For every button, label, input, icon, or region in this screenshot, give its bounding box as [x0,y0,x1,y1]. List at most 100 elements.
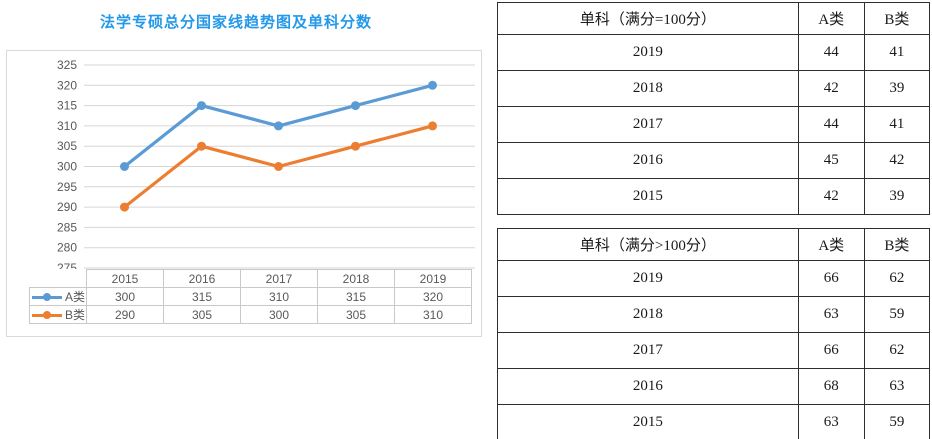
year-header-cell: 2017 [240,269,318,288]
data-point-marker [428,121,437,131]
data-point-marker [120,162,129,171]
y-axis-tick-label: 285 [57,220,77,234]
table-row: 2015 63 59 [497,404,931,439]
chart-table-series-row: B类 290 305 300 305 310 [29,305,472,324]
y-axis-tick-label: 310 [57,119,77,133]
data-point-marker [197,141,206,151]
year-cell: 2016 [497,368,799,405]
y-axis-tick-label: 315 [57,99,77,113]
table-row: 2017 66 62 [497,332,931,369]
chart-title: 法学专硕总分国家线趋势图及单科分数 [99,14,372,31]
series-value-cell: 305 [163,305,241,324]
score-cell-b: 59 [863,296,931,333]
table-row: 2017 44 41 [497,106,931,143]
col-header-b: B类 [863,228,931,261]
legend-key-icon [32,310,62,320]
y-axis-tick-label: 305 [57,139,77,153]
score-cell-a: 44 [797,106,865,143]
legend-label: A类 [65,290,86,304]
data-point-marker [197,101,206,111]
single-subject-table-eq100: 单科（满分=100分） A类 B类 2019 44 41 2018 42 39 2017 44 41 2… [497,2,931,215]
score-table-title-cell: 单科（满分>100分） [497,228,799,261]
data-point-marker [274,121,283,131]
score-table-header-row: 单科（满分>100分） A类 B类 [497,228,931,261]
chart-table-year-row: 2015 2016 2017 2018 2019 [30,269,472,288]
line-chart: 325 320 315 310 305 300 295 290 285 280 275 [57,58,475,269]
year-cell: 2018 [497,296,799,333]
col-header-a: A类 [797,2,865,35]
y-axis-tick-label: 320 [57,78,77,92]
series-value-cell: 310 [394,305,472,324]
table-row: 2016 68 63 [497,368,931,405]
score-table-title-cell: 单科（满分=100分） [497,2,799,35]
data-point-marker [120,202,129,212]
single-subject-table-gt100: 单科（满分>100分） A类 B类 2019 66 62 2018 63 59 2017 66 62 2… [497,228,931,439]
year-cell: 2015 [497,178,799,215]
year-cell: 2015 [497,404,799,439]
data-point-marker [428,80,437,90]
year-cell: 2017 [497,106,799,143]
series-value-cell: 300 [240,305,318,324]
score-cell-a: 44 [797,34,865,71]
data-point-marker [274,162,283,171]
score-cell-b: 63 [863,368,931,405]
series-value-cell: 305 [317,305,395,324]
table-row: 2015 42 39 [497,178,931,215]
legend-cell-A类: A类 [29,287,87,306]
y-axis-tick-label: 295 [57,180,77,194]
score-cell-a: 42 [797,178,865,215]
score-cell-b: 41 [863,34,931,71]
score-cell-b: 41 [863,106,931,143]
series-value-cell: 310 [240,287,318,306]
y-axis-tick-label: 300 [57,160,77,174]
score-cell-a: 63 [797,404,865,439]
series-value-cell: 315 [163,287,241,306]
col-header-a: A类 [797,228,865,261]
legend-key-icon [32,292,62,302]
score-cell-b: 62 [863,260,931,297]
year-header-cell: 2016 [163,269,241,288]
data-point-marker [351,141,360,151]
series-value-cell: 320 [394,287,472,306]
legend-label: B类 [65,308,86,322]
score-cell-a: 42 [797,70,865,107]
data-point-marker [351,101,360,111]
score-cell-a: 66 [797,332,865,369]
score-table-header-row: 单科（满分=100分） A类 B类 [497,2,931,35]
table-row: 2018 42 39 [497,70,931,107]
y-axis-tick-label: 325 [57,58,77,72]
series-value-cell: 290 [86,305,164,324]
score-cell-a: 66 [797,260,865,297]
score-cell-b: 62 [863,332,931,369]
table-row: 2019 44 41 [497,34,931,71]
year-cell: 2018 [497,70,799,107]
year-header-cell: 2018 [317,269,395,288]
series-value-cell: 315 [317,287,395,306]
chart-table-corner-cell [30,270,87,288]
legend-cell-B类: B类 [29,305,87,324]
year-cell: 2019 [497,34,799,71]
chart-table-series-row: A类 300 315 310 315 320 [29,287,472,306]
year-cell: 2016 [497,142,799,179]
y-axis-tick-label: 290 [57,200,77,214]
table-row: 2016 45 42 [497,142,931,179]
score-cell-b: 39 [863,70,931,107]
y-axis-tick-label: 280 [57,241,77,255]
year-header-cell: 2015 [86,269,164,288]
col-header-b: B类 [863,2,931,35]
year-cell: 2019 [497,260,799,297]
year-cell: 2017 [497,332,799,369]
score-cell-b: 39 [863,178,931,215]
score-cell-b: 42 [863,142,931,179]
score-cell-b: 59 [863,404,931,439]
y-axis-tick-label: 275 [57,261,77,269]
table-row: 2019 66 62 [497,260,931,297]
table-row: 2018 63 59 [497,296,931,333]
chart-data-table: 2015 2016 2017 2018 2019 A类 300 315 310 315 320 B类 2… [29,269,472,324]
trend-chart-panel: 325 320 315 310 305 300 295 290 285 280 275 2015 20… [6,50,482,337]
score-cell-a: 68 [797,368,865,405]
year-header-cell: 2019 [394,269,472,288]
series-value-cell: 300 [86,287,164,306]
score-cell-a: 45 [797,142,865,179]
